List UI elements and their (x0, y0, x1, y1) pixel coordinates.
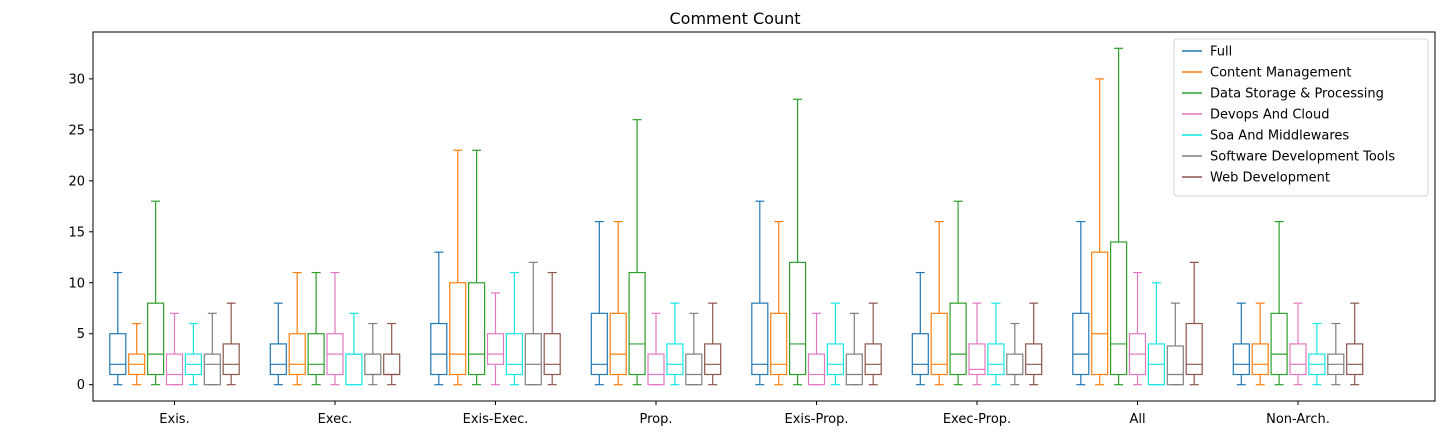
legend-label: Software Development Tools (1210, 150, 1395, 165)
box (1270, 312, 1288, 376)
box (449, 282, 467, 376)
box (1251, 343, 1269, 376)
box (524, 333, 542, 386)
box (704, 343, 722, 376)
box (147, 302, 165, 376)
x-tick-label: All (1129, 412, 1145, 427)
box (930, 312, 948, 376)
legend: Full Content Management Data Storage & Pro… (1173, 38, 1429, 197)
box (345, 353, 363, 386)
box (590, 312, 608, 376)
legend-label: Web Development (1210, 171, 1330, 186)
box (826, 343, 845, 376)
box (383, 353, 401, 376)
y-tick-label: 0 (77, 378, 85, 393)
box (288, 333, 306, 376)
box (1072, 312, 1090, 376)
box (751, 302, 769, 376)
box (109, 333, 127, 376)
y-tick-label: 25 (68, 123, 85, 138)
box (911, 333, 929, 376)
x-tick-label: Exis-Exec. (463, 412, 529, 427)
x-tick-label: Prop. (639, 412, 672, 427)
y-tick-label: 5 (77, 327, 85, 342)
legend-label: Full (1210, 45, 1232, 60)
box (685, 353, 703, 386)
legend-label: Data Storage & Processing (1210, 87, 1384, 102)
series-5 (203, 261, 1345, 386)
box (628, 271, 646, 376)
box (505, 333, 523, 376)
series-0 (109, 200, 1250, 386)
box (807, 353, 826, 386)
x-tick-label: Non-Arch. (1266, 412, 1330, 427)
y-tick-label: 10 (68, 276, 85, 291)
box (468, 282, 486, 376)
y-axis: 0 5 10 15 20 25 30 (68, 72, 93, 393)
box (968, 343, 986, 376)
box (609, 312, 627, 376)
box (1232, 343, 1250, 376)
box (543, 333, 561, 376)
plot-area (109, 47, 1364, 386)
legend-frame (1173, 38, 1429, 197)
box (1091, 251, 1109, 376)
box (165, 353, 184, 386)
box (864, 343, 882, 376)
legend-label: Soa And Middlewares (1210, 129, 1349, 144)
box (486, 333, 505, 365)
box (666, 343, 684, 376)
box (788, 261, 807, 376)
box (430, 322, 448, 376)
legend-label: Devops And Cloud (1210, 108, 1329, 123)
box (269, 343, 287, 376)
box (1166, 345, 1184, 386)
box (987, 343, 1005, 376)
box (364, 353, 382, 376)
box (1006, 353, 1024, 376)
axes-frame (92, 31, 1436, 402)
chart-title: Comment Count (670, 9, 801, 28)
box (307, 333, 325, 376)
box (203, 353, 221, 386)
box (1289, 343, 1307, 376)
x-axis: Exis. Exec. Exis-Exec. Prop. Exis-Prop. Exec-… (159, 401, 1330, 427)
series-4 (184, 271, 1326, 386)
x-tick-label: Exis. (159, 412, 189, 427)
box (1025, 343, 1043, 376)
legend-label: Content Management (1210, 66, 1351, 81)
box (1185, 322, 1203, 376)
box (1109, 241, 1128, 376)
box (647, 353, 665, 386)
y-tick-label: 20 (68, 174, 85, 189)
x-tick-label: Exec. (318, 412, 353, 427)
x-tick-label: Exis-Prop. (785, 412, 849, 427)
y-tick-label: 30 (68, 72, 85, 87)
series-6 (222, 261, 1364, 386)
box (770, 312, 788, 376)
box (949, 302, 967, 376)
series-1 (128, 78, 1269, 386)
box (1346, 343, 1364, 376)
series-2 (147, 47, 1288, 386)
box (222, 343, 240, 376)
series-3 (165, 271, 1307, 386)
y-tick-label: 15 (68, 225, 85, 240)
box (845, 353, 863, 386)
x-tick-label: Exec-Prop. (943, 412, 1011, 427)
